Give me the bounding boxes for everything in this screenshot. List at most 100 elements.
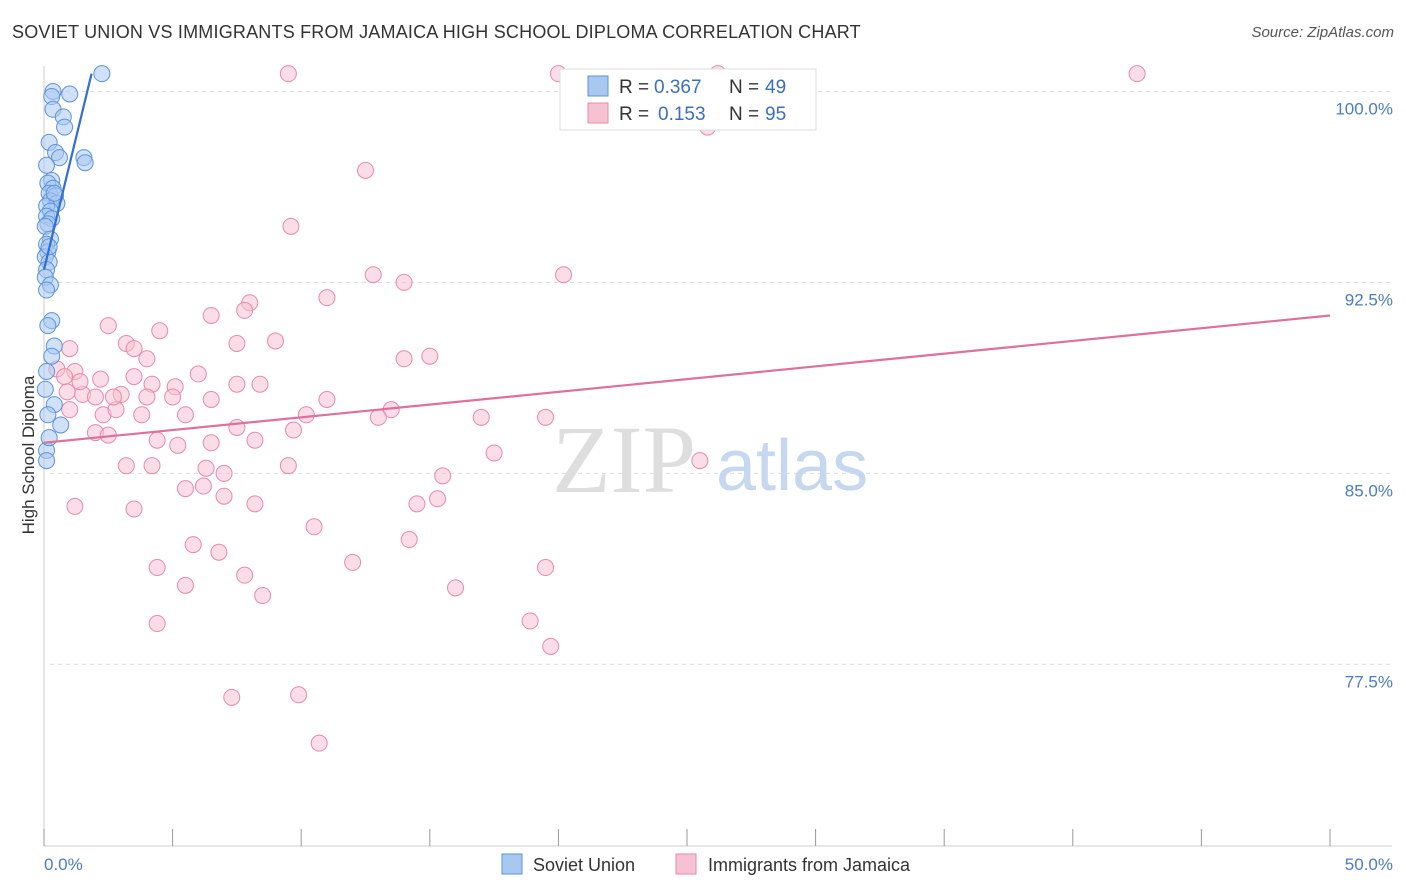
- legend-r-label-soviet: R =: [619, 77, 649, 98]
- y-axis-label: High School Diploma: [19, 375, 38, 534]
- jamaica-point-27: [228, 375, 246, 393]
- jamaica-point-17: [125, 340, 143, 358]
- legend-swatch-soviet: [587, 75, 609, 97]
- soviet-point-12: [38, 156, 56, 174]
- jamaica-point-21: [421, 347, 439, 365]
- soviet-point-39: [36, 380, 54, 398]
- jamaica-point-8: [318, 289, 336, 307]
- jamaica-point-18: [61, 340, 79, 358]
- soviet-trend-line: [42, 73, 93, 270]
- legend-n-value-soviet: 49: [765, 77, 786, 98]
- jamaica-point-66: [194, 477, 212, 495]
- jamaica-point-53: [202, 434, 220, 452]
- jamaica-point-73: [305, 518, 323, 536]
- jamaica-point-67: [215, 487, 233, 505]
- jamaica-point-60: [143, 457, 161, 475]
- bottom-legend-swatch-soviet: [501, 853, 523, 875]
- jamaica-point-57: [485, 444, 503, 462]
- jamaica-point-47: [472, 408, 490, 426]
- jamaica-point-33: [86, 388, 104, 406]
- watermark-zip: ZIP: [552, 406, 696, 513]
- jamaica-point-91: [58, 383, 76, 401]
- jamaica-point-48: [537, 408, 555, 426]
- jamaica-point-87: [223, 688, 241, 706]
- jamaica-point-19: [138, 350, 156, 368]
- jamaica-point-83: [254, 587, 272, 605]
- jamaica-point-46: [369, 408, 387, 426]
- watermark: ZIP atlas: [552, 406, 868, 513]
- x-tick-label-0: 0.0%: [44, 855, 83, 874]
- jamaica-point-75: [184, 536, 202, 554]
- series-soviet-points: [36, 65, 111, 470]
- y-tick-label-2: 92.5%: [1345, 290, 1393, 309]
- jamaica-point-11: [202, 306, 220, 324]
- jamaica-point-35: [138, 388, 156, 406]
- jamaica-point-14: [151, 322, 169, 340]
- jamaica-point-58: [691, 452, 709, 470]
- legend-n-label-jamaica: N =: [729, 104, 759, 125]
- jamaica-point-43: [133, 406, 151, 424]
- jamaica-point-16: [266, 332, 284, 350]
- jamaica-point-79: [537, 559, 555, 577]
- bottom-legend-label-jamaica: Immigrants from Jamaica: [708, 855, 911, 875]
- jamaica-point-54: [228, 418, 246, 436]
- jamaica-point-78: [148, 559, 166, 577]
- jamaica-point-94: [364, 266, 382, 284]
- jamaica-point-38: [318, 390, 336, 408]
- y-tick-label-1: 85.0%: [1345, 481, 1393, 500]
- soviet-point-42: [52, 416, 70, 434]
- jamaica-point-89: [310, 734, 328, 752]
- jamaica-point-36: [164, 388, 182, 406]
- x-tick-labels: 0.0% 50.0%: [44, 855, 1393, 874]
- jamaica-point-80: [236, 566, 254, 584]
- jamaica-point-37: [202, 390, 220, 408]
- jamaica-point-68: [246, 495, 264, 513]
- jamaica-point-74: [400, 531, 418, 549]
- jamaica-point-20: [395, 350, 413, 368]
- jamaica-point-0: [279, 65, 297, 83]
- trend-lines: [42, 73, 1331, 444]
- jamaica-point-44: [176, 406, 194, 424]
- jamaica-point-70: [125, 500, 143, 518]
- jamaica-point-6: [555, 266, 573, 284]
- jamaica-point-55: [246, 431, 264, 449]
- jamaica-point-65: [176, 480, 194, 498]
- jamaica-point-59: [117, 457, 135, 475]
- soviet-point-38: [38, 362, 56, 380]
- soviet-point-2: [61, 85, 79, 103]
- x-tick-label-1: 50.0%: [1345, 855, 1393, 874]
- jamaica-point-86: [542, 637, 560, 655]
- jamaica-point-81: [176, 576, 194, 594]
- jamaica-point-93: [104, 388, 122, 406]
- series-jamaica-points: [48, 65, 1146, 752]
- y-tick-label-0: 77.5%: [1345, 672, 1393, 691]
- legend-n-label-soviet: N =: [729, 77, 759, 98]
- source-label: Source: ZipAtlas.com: [1251, 24, 1394, 41]
- soviet-point-46: [43, 347, 61, 365]
- jamaica-point-92: [71, 373, 89, 391]
- jamaica-point-84: [148, 615, 166, 633]
- jamaica-point-82: [447, 579, 465, 597]
- jamaica-point-4: [357, 161, 374, 179]
- soviet-point-34: [38, 281, 56, 299]
- jamaica-point-63: [279, 457, 297, 475]
- legend-r-label-jamaica: R =: [619, 104, 649, 125]
- jamaica-point-69: [66, 497, 84, 515]
- jamaica-point-5: [282, 217, 300, 235]
- jamaica-point-25: [92, 370, 110, 388]
- jamaica-point-31: [251, 375, 269, 393]
- jamaica-point-7: [395, 273, 413, 291]
- jamaica-point-52: [169, 436, 187, 454]
- soviet-point-41: [39, 406, 57, 424]
- jamaica-point-45: [297, 406, 315, 424]
- jamaica-point-12: [99, 317, 117, 335]
- jamaica-point-85: [521, 612, 539, 630]
- y-tick-label-3: 100.0%: [1335, 99, 1393, 118]
- bottom-legend: Soviet Union Immigrants from Jamaica: [501, 853, 911, 875]
- jamaica-point-10: [236, 301, 254, 319]
- legend: R = 0.367 N = 49 R = 0.153 N = 95: [559, 68, 817, 131]
- jamaica-point-72: [429, 490, 447, 508]
- bottom-legend-label-soviet: Soviet Union: [533, 855, 635, 875]
- jamaica-point-61: [197, 459, 215, 477]
